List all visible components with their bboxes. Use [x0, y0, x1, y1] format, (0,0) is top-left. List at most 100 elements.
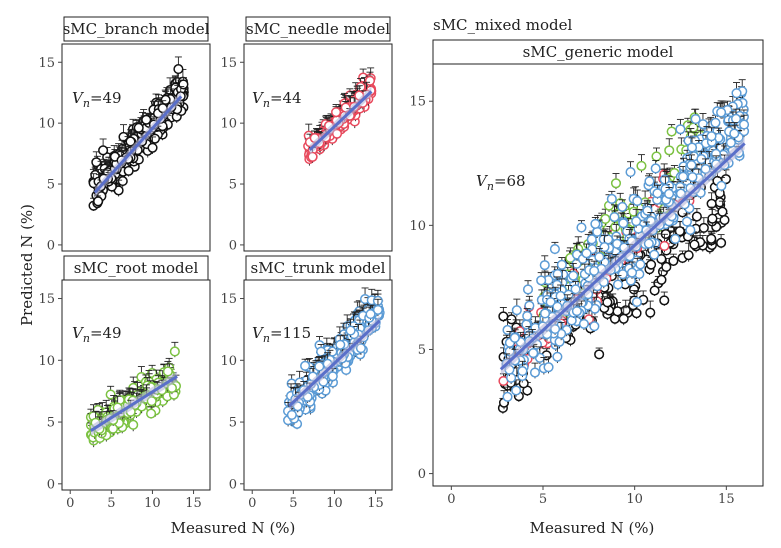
vn-value: =49 — [90, 89, 122, 107]
y-tick-label: 5 — [418, 343, 426, 358]
data-point-trunk — [650, 163, 661, 174]
data-point-branch — [689, 239, 700, 250]
data-point-trunk — [625, 167, 636, 178]
data-point-branch — [683, 250, 694, 261]
y-tick-label: 0 — [47, 238, 55, 253]
data-point-trunk — [685, 224, 696, 236]
vn-subscript: n — [83, 97, 90, 110]
data-point-trunk — [372, 304, 383, 315]
x-tick-label: 10 — [144, 496, 161, 511]
fit-line-needle — [308, 90, 373, 152]
data-point-trunk — [286, 409, 297, 420]
data-point-trunk — [554, 336, 565, 347]
fit-line-root — [89, 375, 178, 432]
data-point-trunk — [536, 275, 547, 286]
data-point-branch — [646, 259, 657, 270]
plot-frame-needle — [243, 43, 393, 252]
x-tick-label: 0 — [447, 492, 455, 507]
y-tick-label: 15 — [220, 292, 237, 307]
vn-subscript: n — [263, 332, 270, 345]
vn-variable: V — [72, 324, 85, 342]
data-point-branch — [125, 136, 136, 147]
panel-title-trunk: sMC_trunk model — [251, 259, 386, 277]
data-point-trunk — [632, 195, 643, 207]
strip-needle — [245, 16, 391, 42]
data-point-branch — [698, 222, 709, 233]
vn-value: =49 — [90, 324, 122, 342]
y-tick-label: 15 — [409, 95, 426, 110]
data-point-branch — [93, 196, 104, 207]
panel-title-generic: sMC_generic model — [523, 43, 674, 61]
y-tick-label: 0 — [229, 238, 237, 253]
x-tick-label: 5 — [539, 492, 547, 507]
data-point-trunk — [314, 361, 325, 372]
vn-value: =44 — [270, 89, 302, 107]
points-generic — [497, 79, 750, 414]
left-x-axis-title: Measured N (%) — [171, 519, 296, 537]
data-point-branch — [719, 214, 730, 226]
data-point-branch — [706, 233, 717, 244]
x-tick-label: 5 — [107, 496, 115, 511]
data-point-branch — [133, 122, 144, 133]
data-point-needle — [307, 151, 318, 162]
data-point-trunk — [365, 309, 376, 320]
data-point-trunk — [625, 275, 636, 286]
plot-frame-branch — [61, 43, 211, 252]
vn-variable: V — [252, 324, 265, 342]
data-point-branch — [602, 297, 613, 308]
vn-annotation-trunk: Vn=115 — [252, 324, 311, 345]
data-point-trunk — [522, 284, 534, 295]
data-point-branch — [123, 165, 134, 176]
data-point-trunk — [549, 244, 560, 255]
plot-frame-root — [61, 279, 211, 491]
panel-branch: sMC_branch model 0 5 10 15 Vn=49 — [38, 16, 211, 253]
data-point-branch — [173, 64, 184, 75]
panel-trunk: sMC_trunk model 0 5 10 15 0 5 10 15 Vn=115 — [220, 255, 393, 511]
data-point-trunk — [502, 324, 513, 336]
data-point-trunk — [670, 233, 681, 245]
x-tick-label: 15 — [718, 492, 735, 507]
y-tick-label: 10 — [409, 219, 426, 234]
data-point-root — [666, 126, 677, 137]
strip-root — [63, 255, 209, 281]
data-point-branch — [117, 176, 128, 187]
data-point-trunk — [511, 305, 522, 316]
data-point-root — [162, 366, 173, 377]
data-point-trunk — [576, 222, 587, 233]
data-point-root — [636, 160, 647, 171]
points-branch — [88, 56, 189, 211]
y-tick-label: 5 — [47, 178, 55, 193]
data-point-trunk — [606, 193, 617, 205]
vn-variable: V — [252, 89, 265, 107]
plot-frame-generic — [432, 63, 764, 487]
data-point-trunk — [327, 346, 338, 357]
data-point-trunk — [609, 211, 620, 223]
data-point-branch — [594, 349, 605, 360]
data-point-trunk — [543, 362, 554, 373]
plot-frame-trunk — [243, 279, 393, 491]
data-point-branch — [498, 311, 509, 322]
mixed-model-title: sMC_mixed model — [433, 16, 572, 34]
data-point-branch — [98, 145, 109, 156]
panel-title-branch: sMC_branch model — [63, 20, 210, 38]
strip-branch — [63, 16, 209, 42]
data-point-needle — [364, 75, 376, 86]
y-tick-label: 15 — [220, 56, 237, 71]
data-point-trunk — [521, 319, 532, 330]
data-point-trunk — [642, 205, 653, 216]
x-tick-label: 10 — [626, 492, 643, 507]
data-point-trunk — [529, 367, 541, 378]
data-point-trunk — [506, 372, 517, 383]
data-point-branch — [656, 253, 667, 265]
fit-line-trunk — [288, 319, 381, 408]
panel-title-root: sMC_root model — [74, 259, 199, 277]
vn-annotation-needle: Vn=44 — [252, 89, 302, 110]
data-point-root — [105, 389, 116, 400]
data-point-trunk — [675, 124, 686, 135]
y-tick-label: 10 — [220, 117, 237, 132]
data-point-branch — [717, 206, 728, 217]
points-root — [85, 341, 182, 448]
data-point-trunk — [300, 360, 311, 371]
data-point-needle — [331, 128, 343, 139]
